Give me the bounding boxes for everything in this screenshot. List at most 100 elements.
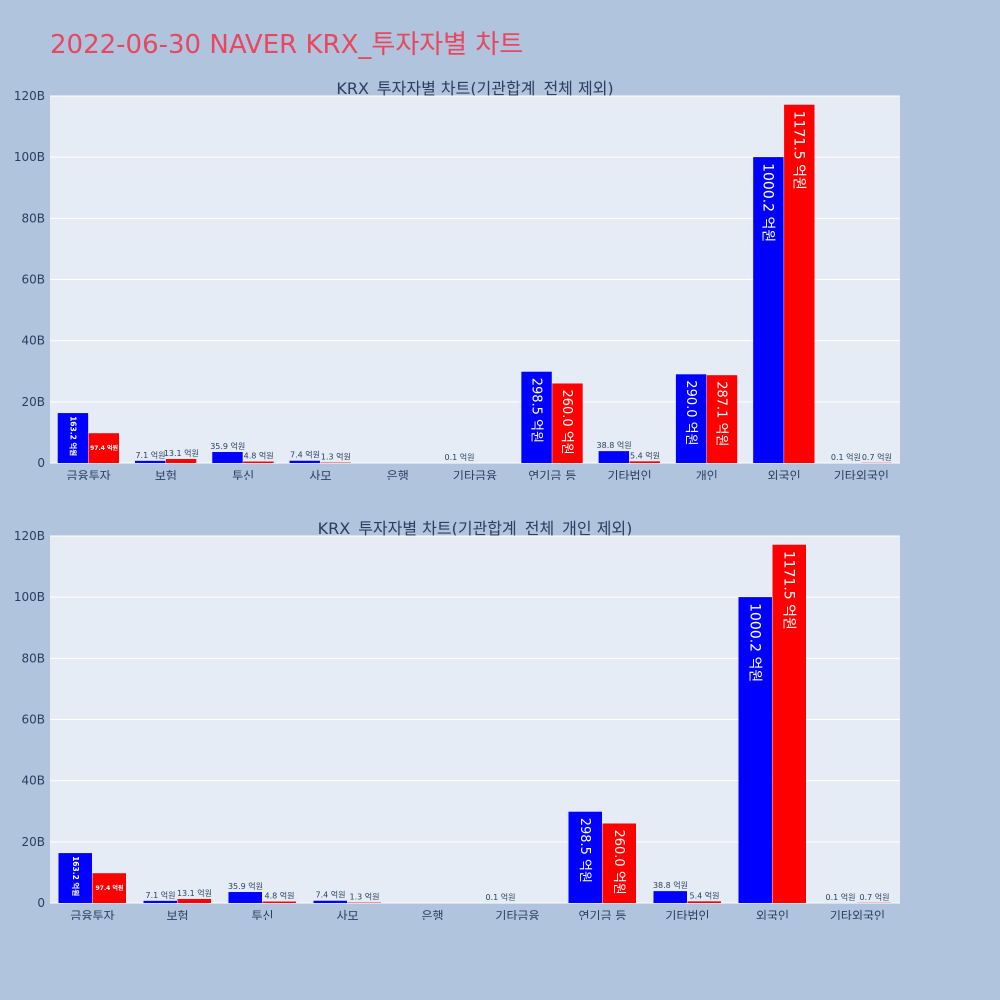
y-tick-label: 80B (21, 211, 45, 225)
bar-sell (552, 383, 583, 463)
data-label: 4.8 억원 (265, 891, 295, 901)
bar-buy (58, 853, 92, 903)
data-label: 298.5 억원 (577, 818, 592, 883)
y-tick-label: 100B (14, 150, 45, 164)
y-tick-label: 0 (37, 456, 45, 470)
bar-buy (212, 452, 243, 463)
data-label: 0.7 억원 (860, 892, 890, 902)
data-label: 1171.5 억원 (791, 111, 807, 190)
bar-sell (88, 433, 120, 463)
bar-sell (165, 458, 197, 463)
bar-sell (177, 898, 211, 903)
data-label: 260.0 억원 (559, 389, 574, 454)
data-label: 35.9 억원 (210, 441, 245, 451)
data-label: 5.4 억원 (690, 890, 720, 900)
data-label: 0.1 억원 (486, 892, 516, 902)
x-tick-label: 외국인 (768, 469, 801, 480)
y-tick-label: 40B (21, 334, 45, 348)
y-tick-label: 20B (21, 835, 45, 849)
bar-sell (602, 823, 636, 903)
data-label: 1000.2 억원 (760, 163, 776, 242)
data-label: 1.3 억원 (350, 892, 380, 902)
bar-buy (143, 900, 177, 903)
y-tick-label: 120B (14, 89, 45, 103)
data-label: 7.1 억원 (146, 890, 176, 900)
y-tick-label: 0 (37, 896, 45, 910)
bar-sell (92, 873, 126, 903)
data-label: 163.2 억원 (71, 856, 81, 896)
x-tick-label: 투신 (251, 909, 273, 920)
x-tick-label: 기타법인 (607, 469, 651, 480)
x-tick-label: 개인 (696, 469, 718, 480)
bar-buy (675, 374, 707, 463)
x-tick-label: 금융투자 (67, 469, 111, 480)
bar-buy (135, 460, 166, 463)
bar-sell (784, 104, 815, 463)
chart-title: KRX_투자자별 차트(기관합계_전체_개인 제외) (318, 519, 633, 539)
data-label: 13.1 억원 (177, 888, 212, 898)
x-tick-label: 사모 (309, 469, 331, 480)
y-tick-label: 40B (21, 774, 45, 788)
bar-sell (706, 375, 738, 463)
data-label: 4.8 억원 (244, 451, 274, 461)
data-label: 97.4 억원 (96, 884, 124, 892)
bar-buy (753, 157, 784, 463)
chart-bottom: KRX_투자자별 차트(기관합계_전체_개인 제외) 0 20B 40B 60B 80B 1… (14, 519, 900, 920)
data-label: 38.8 억원 (597, 440, 632, 450)
data-label: 35.9 억원 (228, 881, 263, 891)
x-tick-label: 은행 (421, 908, 443, 920)
y-tick-label: 60B (21, 273, 45, 287)
data-label: 260.0 억원 (611, 829, 626, 894)
bar-sell (629, 461, 660, 463)
data-label: 1000.2 억원 (747, 603, 763, 682)
bar-buy (598, 451, 630, 463)
bar-sell (772, 544, 806, 903)
data-label: 1.3 억원 (321, 452, 351, 462)
bar-sell (243, 461, 274, 463)
data-label: 5.4 억원 (630, 450, 660, 460)
data-label: 163.2 억원 (69, 416, 79, 456)
data-label: 290.0 억원 (683, 380, 698, 445)
y-tick-label: 100B (14, 590, 45, 604)
data-label: 298.5 억원 (528, 378, 543, 443)
data-label: 7.1 억원 (135, 450, 165, 460)
x-tick-label: 보험 (155, 469, 177, 480)
bar-buy (521, 371, 552, 463)
x-tick-label: 은행 (387, 468, 409, 480)
y-tick-label: 120B (14, 529, 45, 543)
chart-title: KRX_투자자별 차트(기관합계_전체 제외) (336, 79, 613, 99)
x-tick-label: 사모 (336, 909, 358, 920)
data-label: 0.7 억원 (862, 452, 892, 462)
data-label: 97.4 억원 (90, 444, 118, 452)
x-tick-label: 기타금융 (495, 909, 539, 920)
x-tick-label: 투신 (232, 469, 254, 480)
x-tick-label: 연기금 등 (579, 909, 627, 920)
data-label: 0.1 억원 (445, 452, 475, 462)
data-label: 0.1 억원 (826, 892, 856, 902)
data-label: 38.8 억원 (653, 880, 688, 890)
y-tick-label: 20B (21, 395, 45, 409)
x-tick-label: 외국인 (756, 909, 789, 920)
x-tick-label: 연기금 등 (528, 469, 576, 480)
bar-sell (262, 901, 296, 903)
x-tick-label: 기타외국인 (834, 469, 889, 480)
data-label: 1171.5 억원 (781, 551, 797, 630)
x-tick-label: 보험 (166, 909, 188, 920)
y-tick-label: 80B (21, 651, 45, 665)
bar-buy (313, 900, 347, 903)
data-label: 287.1 억원 (714, 381, 729, 446)
page-title: 2022-06-30 NAVER KRX_투자자별 차트 (50, 30, 524, 60)
data-label: 7.4 억원 (316, 890, 346, 900)
bar-buy (289, 460, 320, 463)
data-label: 7.4 억원 (290, 450, 320, 460)
bar-buy (653, 891, 687, 903)
bar-buy (568, 811, 602, 903)
chart-top: KRX_투자자별 차트(기관합계_전체 제외) 0 20B 40B 60B 80B 100B… (14, 79, 900, 480)
data-label: 13.1 억원 (164, 448, 199, 458)
x-tick-label: 기타법인 (665, 909, 709, 920)
x-tick-label: 금융투자 (70, 909, 114, 920)
x-tick-label: 기타금융 (453, 469, 497, 480)
data-label: 0.1 억원 (831, 452, 861, 462)
x-tick-label: 기타외국인 (830, 909, 885, 920)
bar-buy (738, 597, 772, 903)
